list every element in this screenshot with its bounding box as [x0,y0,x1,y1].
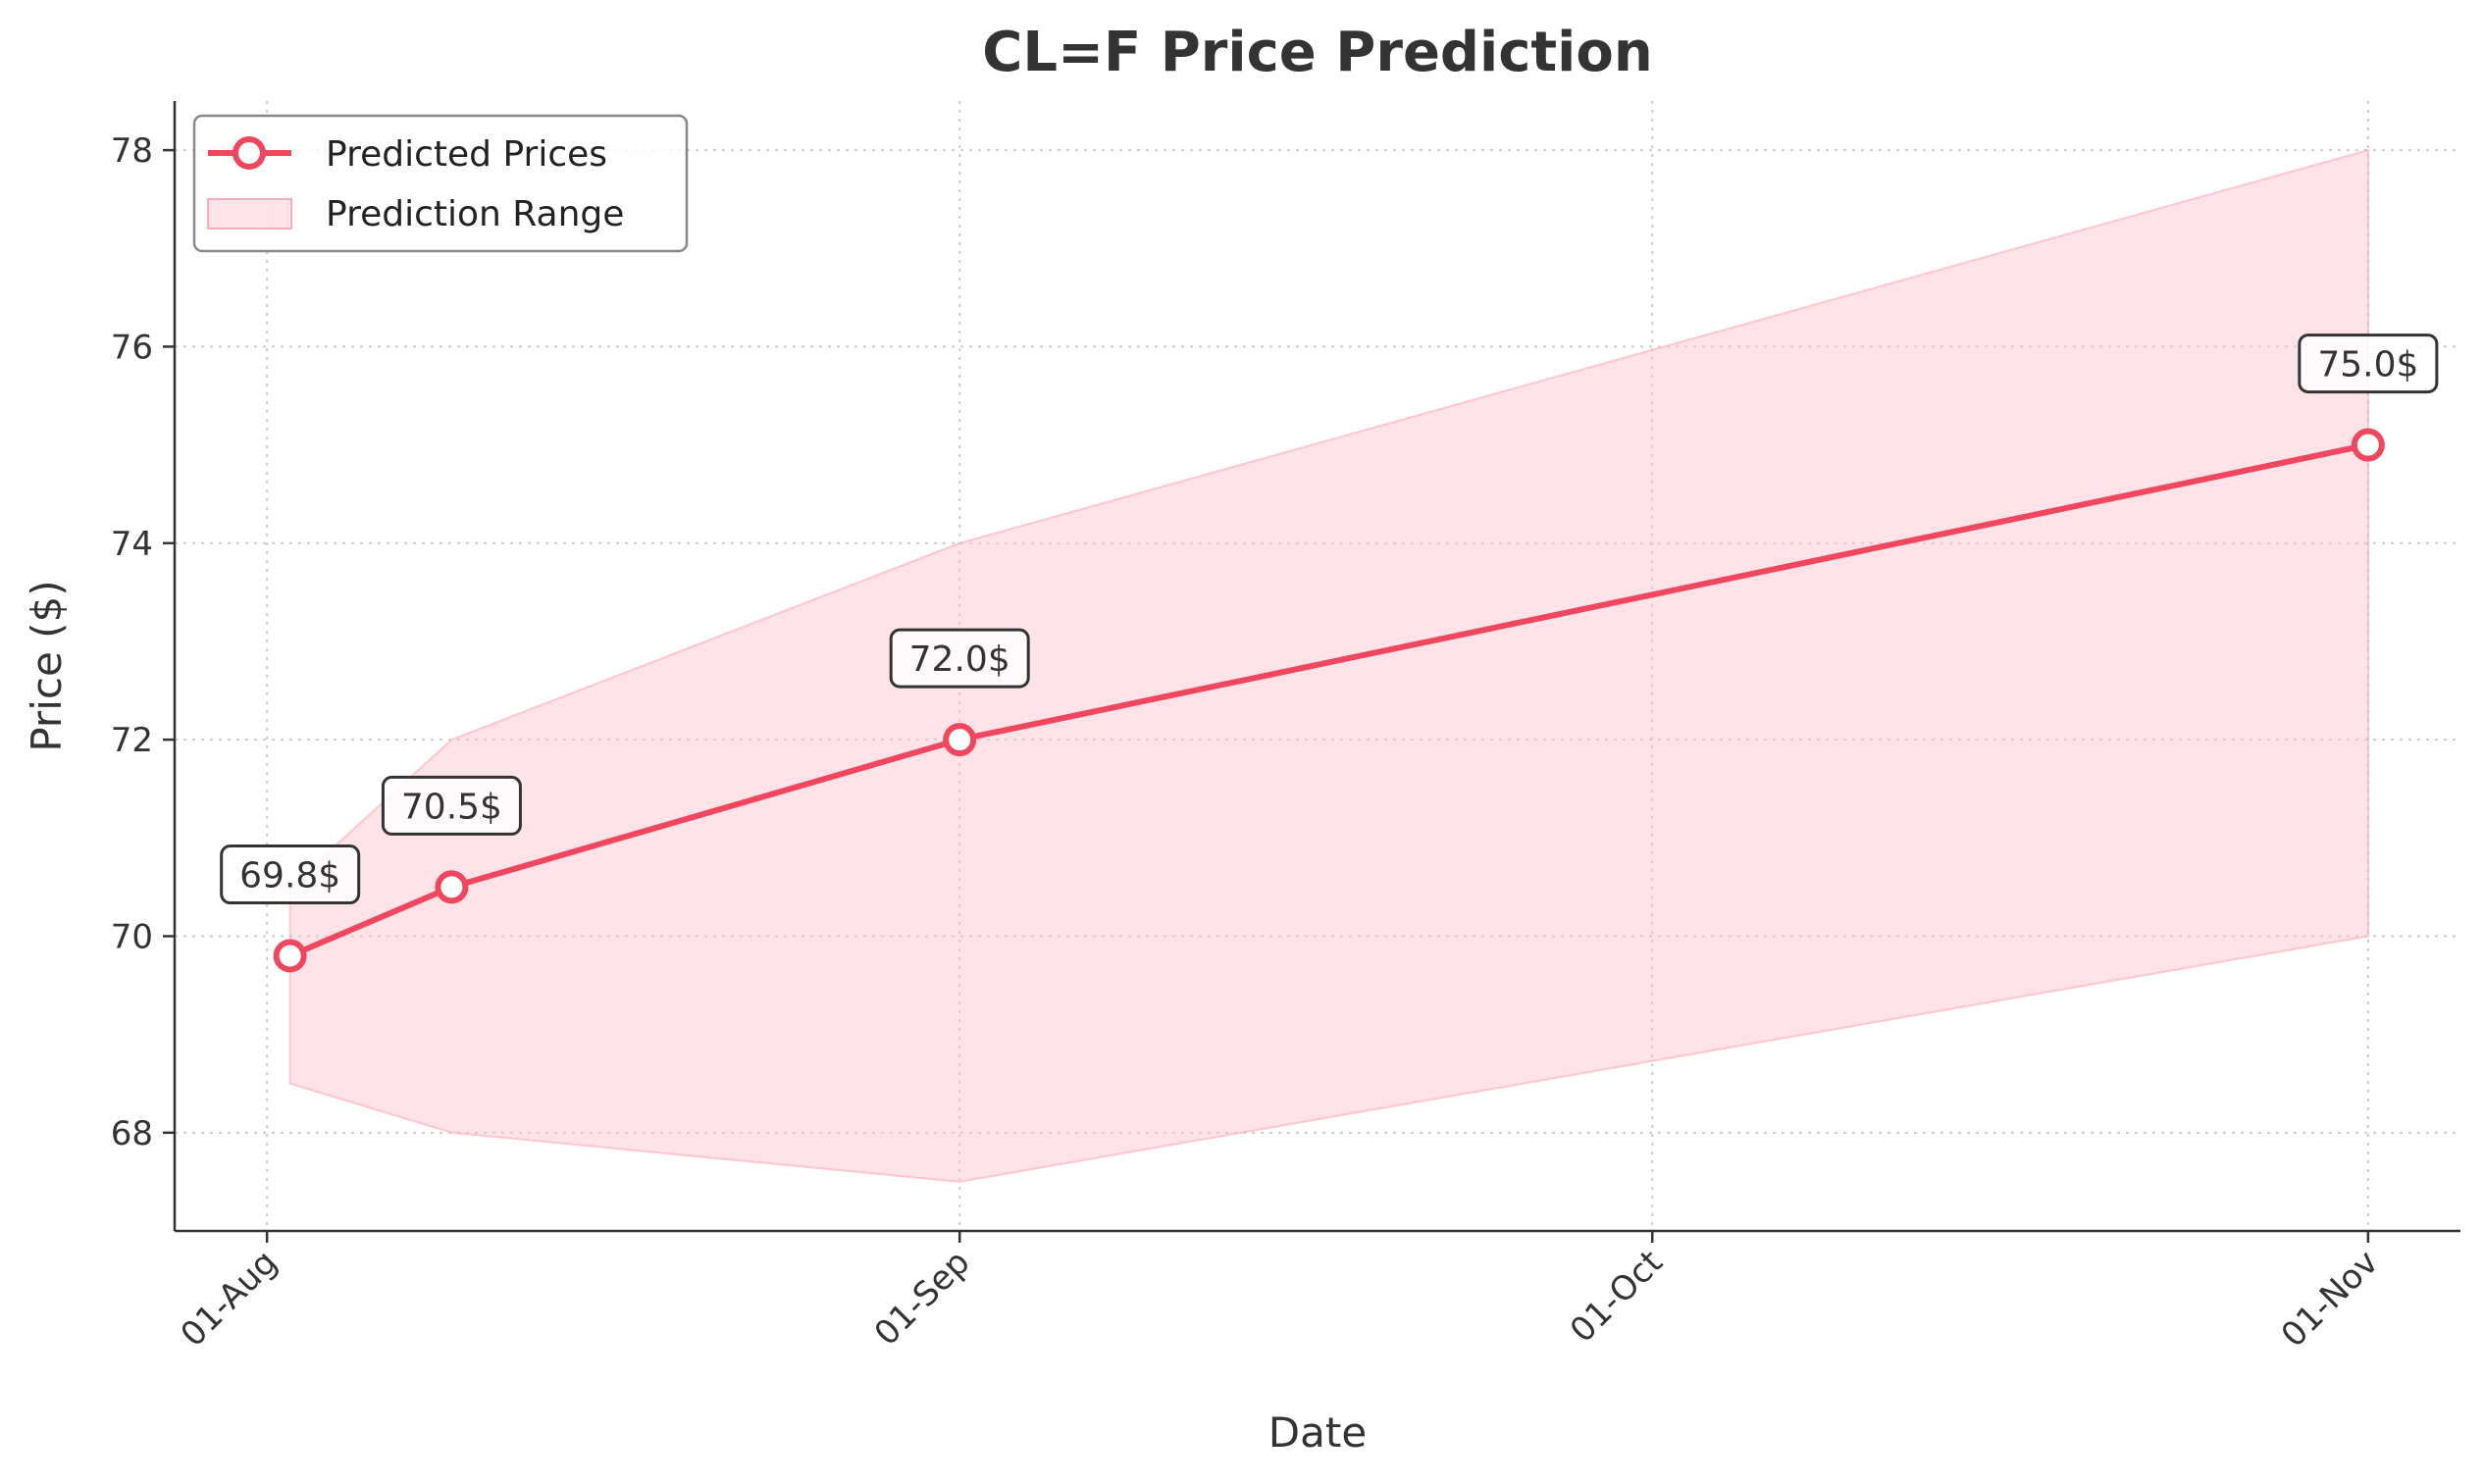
data-label: 75.0$ [2298,333,2439,394]
data-label-text: 72.0$ [909,640,1010,680]
legend-entry-prediction-range: Prediction Range [326,194,624,234]
x-axis-ticks: 01-Aug 01-Sep 01-Oct 01-Nov [174,1231,2386,1356]
y-tick-label: 68 [111,1114,153,1153]
data-label-box [2298,333,2439,394]
y-tick-label: 70 [111,917,153,956]
data-label-box [889,628,1030,689]
legend-box [192,114,689,253]
prediction-range-band [288,148,2369,1183]
data-label-text: 75.0$ [2317,345,2418,385]
data-point [435,870,469,904]
data-label: 72.0$ [889,628,1030,689]
x-tick-label: 01-Oct [1563,1243,1671,1351]
data-point [273,939,307,973]
data-point [2351,428,2385,462]
y-tick-label: 74 [111,525,153,564]
chart-title: CL=F Price Prediction [982,21,1652,84]
x-tick-label: 01-Nov [2274,1243,2386,1355]
legend: Predicted Prices Prediction Range [192,114,689,253]
x-tick-label: 01-Sep [867,1243,978,1354]
legend-entry-predicted-prices: Predicted Prices [326,134,607,175]
legend-range-swatch [207,198,292,230]
data-label-box [381,775,522,836]
data-label: 69.8$ [220,844,361,905]
y-axis-ticks: 68 70 72 74 76 78 [111,131,175,1153]
x-axis-label: Date [1268,1408,1367,1457]
legend-marker-swatch [233,136,266,170]
data-label-text: 69.8$ [239,856,340,896]
predicted-prices-line [286,441,2371,959]
y-tick-label: 78 [111,131,153,171]
y-tick-label: 72 [111,721,153,760]
data-label-box [220,844,361,905]
data-points [273,428,2385,973]
data-label: 70.5$ [381,775,522,836]
data-point [943,723,977,757]
y-axis-label: Price ($) [23,580,71,751]
data-label-text: 70.5$ [401,787,502,827]
y-tick-label: 76 [111,328,153,367]
x-tick-label: 01-Aug [174,1243,285,1355]
axes-spines [173,101,2460,1233]
data-labels: 69.8$ 70.5$ 72.0$ 75.0$ [220,333,2439,905]
